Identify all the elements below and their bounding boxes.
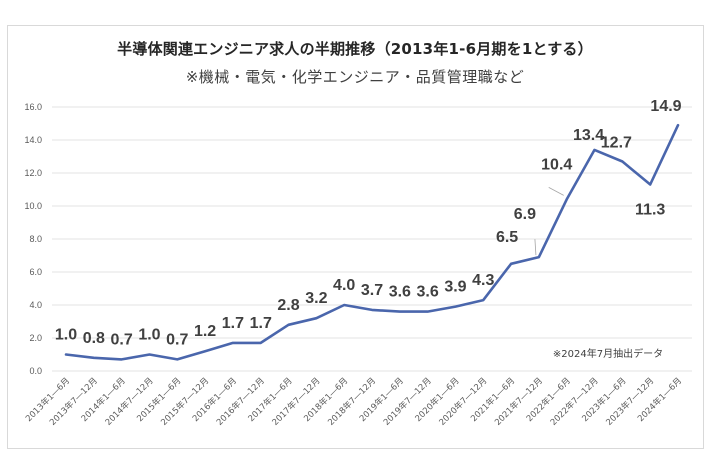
chart-frame (7, 25, 704, 449)
chart-title: 半導体関連エンジニア求人の半期推移（2013年1-6月期を1とする） (117, 40, 593, 58)
y-tick-label: 4.0 (29, 300, 42, 310)
data-label: 3.9 (444, 279, 466, 296)
data-label: 0.7 (111, 331, 133, 348)
data-label: 11.3 (635, 202, 665, 219)
x-tick-label: 2017年7―12月 (270, 375, 323, 428)
x-tick-label: 2023年7―12月 (604, 375, 657, 428)
series-line (64, 123, 680, 361)
data-source-note: ※2024年7月抽出データ (553, 347, 663, 360)
y-tick-label: 12.0 (24, 168, 42, 178)
data-label: 4.0 (333, 277, 355, 294)
x-tick-label: 2015年7―12月 (159, 375, 212, 428)
leader-lines (534, 187, 564, 256)
data-label: 0.8 (83, 330, 105, 347)
data-label: 0.7 (166, 331, 188, 348)
data-label: 1.2 (194, 323, 216, 340)
data-label: 13.4 (573, 127, 604, 144)
chart-subtitle: ※機械・電気・化学エンジニア・品質管理職など (185, 68, 525, 86)
data-label: 4.3 (472, 272, 494, 289)
data-label: 1.0 (138, 327, 160, 344)
x-tick-label: 2018年7―12月 (326, 375, 379, 428)
data-label: 1.7 (222, 315, 244, 332)
y-tick-label: 8.0 (29, 234, 42, 244)
x-tick-label: 2014年7―12月 (103, 375, 156, 428)
data-label: 1.7 (250, 315, 272, 332)
x-tick-label: 2022年7―12月 (548, 375, 601, 428)
x-tick-label: 2020年7―12月 (437, 375, 490, 428)
data-label: 3.7 (361, 282, 383, 299)
x-tick-label: 2016年7―12月 (214, 375, 267, 428)
y-tick-label: 16.0 (24, 102, 42, 112)
y-tick-label: 6.0 (29, 267, 42, 277)
data-label: 3.6 (417, 284, 439, 301)
x-axis-ticks: 2013年1―6月2013年7―12月2014年1―6月2014年7―12月20… (23, 375, 684, 428)
data-label: 3.6 (389, 284, 411, 301)
data-label: 6.9 (514, 206, 536, 223)
gridlines (52, 106, 692, 372)
y-axis-ticks: 0.0 2.0 4.0 6.0 8.0 10.0 12.0 14.0 16.0 (24, 102, 42, 376)
data-label: 12.7 (601, 134, 632, 151)
x-tick-label: 2019年7―12月 (381, 375, 434, 428)
data-label: 14.9 (650, 98, 681, 115)
y-tick-label: 10.0 (24, 201, 42, 211)
y-tick-label: 2.0 (29, 333, 42, 343)
data-label: 10.4 (541, 156, 572, 173)
leader-line (548, 187, 564, 196)
data-label: 1.0 (55, 327, 77, 344)
data-label: 6.5 (496, 229, 518, 246)
data-label: 3.2 (305, 290, 327, 307)
leader-line (534, 239, 537, 256)
x-tick-label: 2013年7―12月 (47, 375, 100, 428)
y-tick-label: 0.0 (29, 366, 42, 376)
data-label: 2.8 (277, 297, 299, 314)
y-tick-label: 14.0 (24, 135, 42, 145)
x-tick-label: 2021年7―12月 (492, 375, 545, 428)
data-labels: 1.0 0.8 0.7 1.0 0.7 1.2 1.7 1.7 2.8 3.2 4.0 3.7 3.6 3… (55, 98, 682, 348)
